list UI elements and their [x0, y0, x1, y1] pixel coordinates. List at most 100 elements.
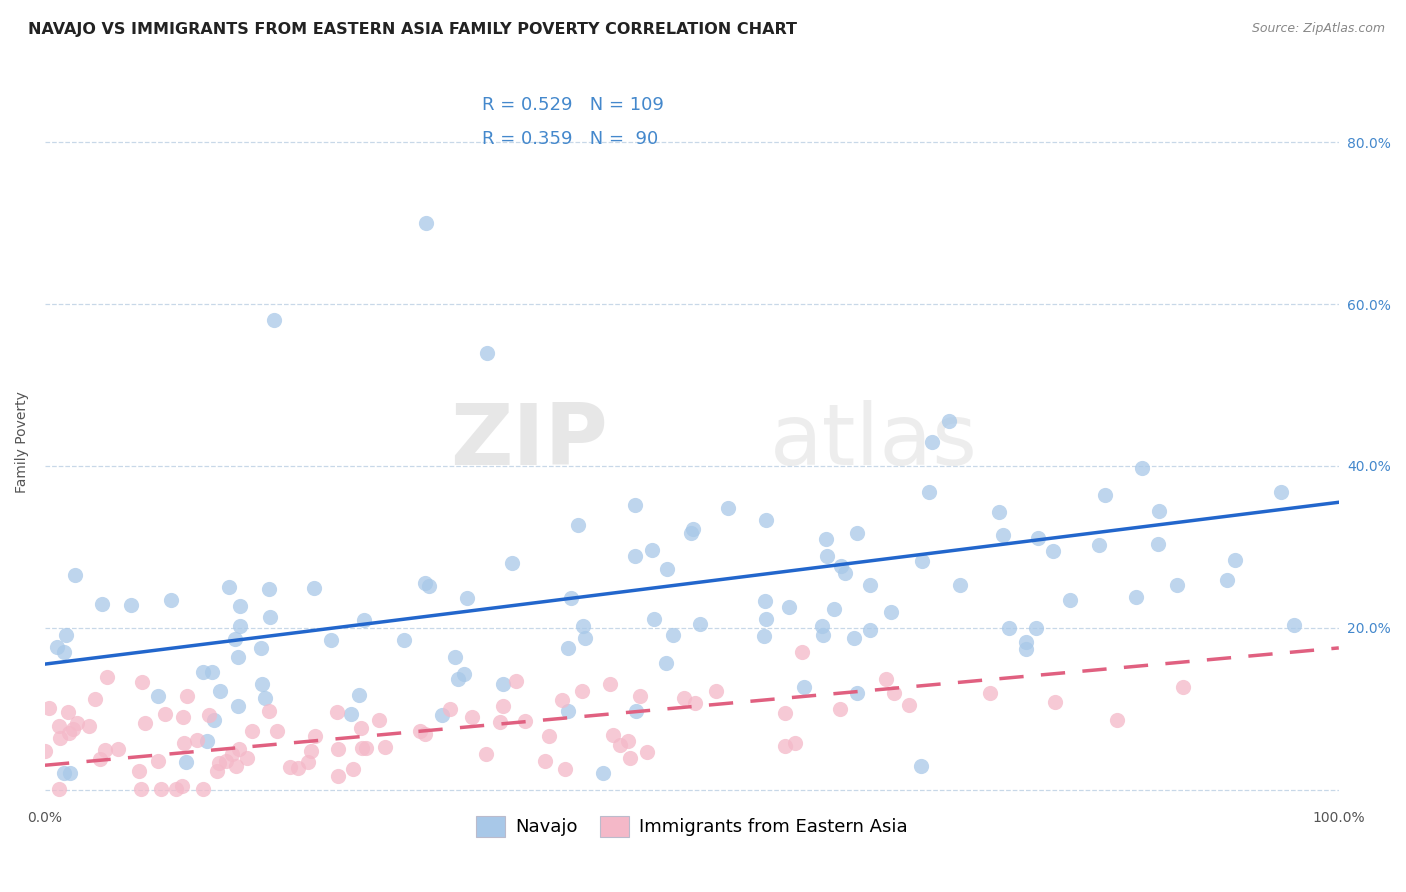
Point	[453, 666, 475, 681]
Point	[554, 762, 576, 776]
Point	[368, 713, 391, 727]
Point	[662, 628, 685, 642]
Point	[602, 728, 624, 742]
Point	[643, 612, 665, 626]
Point	[897, 698, 920, 712]
Point	[655, 562, 678, 576]
Point	[815, 549, 838, 563]
Text: NAVAJO VS IMMIGRANTS FROM EASTERN ASIA FAMILY POVERTY CORRELATION CHART: NAVAJO VS IMMIGRANTS FROM EASTERN ASIA F…	[28, 22, 797, 37]
Point	[599, 677, 621, 691]
Point	[53, 645, 76, 659]
Point	[413, 727, 436, 741]
Point	[814, 533, 837, 547]
Point	[557, 705, 579, 719]
Point	[1216, 573, 1239, 587]
Point	[1094, 488, 1116, 502]
Point	[153, 707, 176, 722]
Point	[778, 600, 800, 615]
Point	[617, 734, 640, 748]
Point	[1282, 618, 1305, 632]
Point	[533, 754, 555, 768]
Point	[834, 566, 856, 581]
Point	[624, 549, 647, 563]
Point	[1225, 553, 1247, 567]
Point	[439, 702, 461, 716]
Point	[96, 670, 118, 684]
Point	[557, 640, 579, 655]
Text: atlas: atlas	[769, 401, 977, 483]
Point	[949, 578, 972, 592]
Point	[193, 781, 215, 796]
Point	[810, 619, 832, 633]
Point	[624, 499, 647, 513]
Point	[987, 505, 1010, 519]
Point	[513, 714, 536, 729]
Point	[991, 528, 1014, 542]
Point	[287, 761, 309, 775]
Point	[225, 759, 247, 773]
Point	[754, 629, 776, 643]
Point	[129, 781, 152, 796]
Point	[176, 689, 198, 703]
Point	[501, 557, 523, 571]
Point	[353, 613, 375, 627]
Point	[859, 578, 882, 592]
Point	[229, 619, 252, 633]
Point	[488, 714, 510, 729]
Point	[1025, 621, 1047, 635]
Point	[176, 755, 198, 769]
Point	[704, 684, 727, 698]
Point	[592, 766, 614, 780]
Point	[679, 526, 702, 541]
Point	[48, 781, 70, 796]
Point	[609, 738, 631, 752]
Point	[1105, 714, 1128, 728]
Point	[38, 701, 60, 715]
Point	[773, 706, 796, 720]
Point	[326, 742, 349, 756]
Point	[392, 633, 415, 648]
Point	[823, 602, 845, 616]
Point	[921, 435, 943, 450]
Point	[773, 739, 796, 753]
Point	[1125, 590, 1147, 604]
Point	[250, 677, 273, 691]
Point	[880, 605, 903, 619]
Point	[979, 686, 1001, 700]
Point	[354, 740, 377, 755]
Point	[551, 692, 574, 706]
Point	[1087, 538, 1109, 552]
Point	[131, 675, 153, 690]
Point	[208, 684, 231, 698]
Text: ZIP: ZIP	[450, 401, 607, 483]
Point	[202, 713, 225, 727]
Point	[254, 690, 277, 705]
Point	[790, 645, 813, 659]
Point	[785, 736, 807, 750]
Point	[352, 741, 374, 756]
Text: R = 0.529   N = 109: R = 0.529 N = 109	[482, 95, 664, 113]
Point	[249, 640, 271, 655]
Point	[413, 575, 436, 590]
Point	[1042, 544, 1064, 558]
Point	[572, 619, 595, 633]
Point	[505, 673, 527, 688]
Point	[910, 759, 932, 773]
Point	[793, 680, 815, 694]
Point	[240, 724, 263, 739]
Point	[342, 762, 364, 776]
Point	[257, 705, 280, 719]
Point	[654, 657, 676, 671]
Point	[755, 612, 778, 626]
Point	[537, 729, 560, 743]
Point	[475, 747, 498, 761]
Point	[201, 665, 224, 680]
Point	[90, 598, 112, 612]
Point	[374, 739, 396, 754]
Point	[49, 731, 72, 746]
Point	[571, 683, 593, 698]
Point	[195, 733, 218, 747]
Point	[1026, 531, 1049, 545]
Point	[911, 554, 934, 568]
Point	[304, 581, 326, 595]
